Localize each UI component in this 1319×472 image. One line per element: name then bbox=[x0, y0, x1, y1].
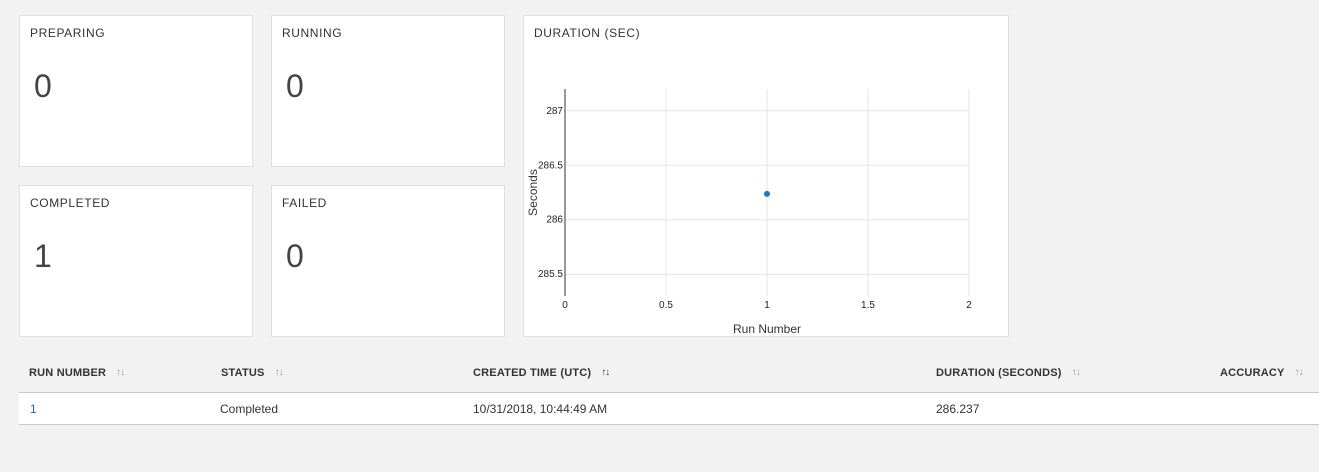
card-title: FAILED bbox=[282, 196, 327, 210]
column-label: STATUS bbox=[221, 367, 265, 379]
created-time-cell: 10/31/2018, 10:44:49 AM bbox=[473, 402, 608, 416]
sort-icon[interactable]: ↑↓ bbox=[116, 367, 125, 378]
completed-card: COMPLETED 1 bbox=[19, 185, 253, 337]
failed-count: 0 bbox=[286, 238, 304, 274]
card-title: RUNNING bbox=[282, 26, 343, 40]
table-row[interactable]: 1 Completed 10/31/2018, 10:44:49 AM 286.… bbox=[19, 393, 1319, 425]
x-tick-label: 1.5 bbox=[861, 300, 875, 311]
x-axis-title: Run Number bbox=[733, 322, 801, 336]
status-cell: Completed bbox=[220, 402, 279, 416]
completed-count: 1 bbox=[34, 238, 52, 274]
column-label: CREATED TIME (UTC) bbox=[473, 367, 592, 379]
x-tick-label: 1 bbox=[764, 300, 770, 311]
column-header-created-time[interactable]: CREATED TIME (UTC) ↑↓ bbox=[473, 367, 610, 379]
running-count: 0 bbox=[286, 68, 304, 104]
column-label: ACCURACY bbox=[1220, 367, 1285, 379]
y-tick-label: 287 bbox=[546, 106, 563, 117]
runs-table-header: RUN NUMBER ↑↓ STATUS ↑↓ CREATED TIME (UTC)… bbox=[19, 358, 1319, 393]
sort-icon[interactable]: ↑↓ bbox=[274, 367, 284, 378]
y-axis-title: Seconds bbox=[526, 169, 540, 216]
x-tick-label: 2 bbox=[966, 300, 972, 311]
chart-card-title: DURATION (SEC) bbox=[534, 26, 641, 40]
duration-cell: 286.237 bbox=[936, 402, 980, 416]
column-header-status[interactable]: STATUS ↑↓ bbox=[221, 367, 284, 379]
preparing-count: 0 bbox=[34, 68, 52, 104]
sort-descending-icon[interactable]: ↑↓ bbox=[601, 367, 610, 378]
column-header-duration[interactable]: DURATION (SECONDS) ↑↓ bbox=[936, 367, 1081, 379]
column-header-accuracy[interactable]: ACCURACY ↑↓ bbox=[1220, 367, 1304, 379]
y-tick-label: 286 bbox=[546, 215, 563, 226]
sort-icon[interactable]: ↑↓ bbox=[1294, 367, 1304, 378]
y-tick-label: 286.5 bbox=[538, 160, 563, 171]
card-title: PREPARING bbox=[30, 26, 106, 40]
duration-chart: 0 0.5 1 1.5 2 285.5 286 286.5 287 Run Number Secon… bbox=[526, 89, 972, 336]
duration-chart-card: DURATION (SEC) 0 0.5 1 1.5 2 285.5 286 286.5 287… bbox=[523, 15, 1009, 337]
x-tick-label: 0.5 bbox=[659, 300, 673, 311]
failed-card: FAILED 0 bbox=[271, 185, 505, 337]
run-number-link[interactable]: 1 bbox=[30, 402, 37, 416]
data-point bbox=[764, 190, 770, 197]
running-card: RUNNING 0 bbox=[271, 15, 505, 167]
column-label: RUN NUMBER bbox=[29, 367, 107, 379]
y-tick-label: 285.5 bbox=[538, 269, 563, 280]
card-title: COMPLETED bbox=[30, 196, 111, 210]
column-label: DURATION (SECONDS) bbox=[936, 367, 1062, 379]
x-tick-label: 0 bbox=[562, 300, 568, 311]
preparing-card: PREPARING 0 bbox=[19, 15, 253, 167]
sort-icon[interactable]: ↑↓ bbox=[1071, 367, 1081, 378]
column-header-run-number[interactable]: RUN NUMBER ↑↓ bbox=[29, 367, 125, 379]
